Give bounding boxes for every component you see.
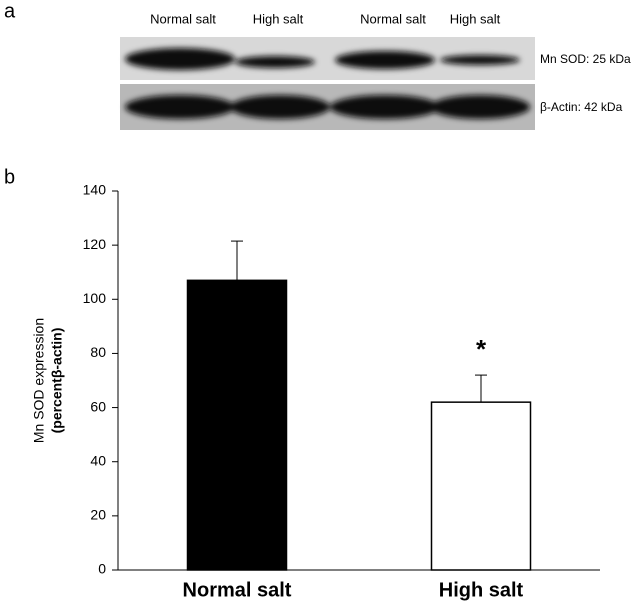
y-tick-label: 80 bbox=[90, 344, 106, 360]
annotation: * bbox=[476, 334, 487, 364]
panel-label: b bbox=[4, 166, 15, 188]
y-tick-label: 40 bbox=[90, 452, 106, 468]
y-axis-label: (percentβ-actin) bbox=[49, 328, 65, 434]
y-tick-label: 100 bbox=[83, 290, 107, 306]
bar bbox=[186, 279, 288, 571]
y-tick-label: 0 bbox=[98, 561, 106, 577]
bar bbox=[430, 401, 532, 571]
x-tick-label: Normal salt bbox=[183, 579, 292, 601]
lane-label: High salt bbox=[253, 11, 304, 26]
panel-label: a bbox=[4, 0, 16, 22]
lane-label: High salt bbox=[450, 11, 501, 26]
y-axis-label: Mn SOD expression bbox=[31, 318, 47, 443]
lane-label: Normal salt bbox=[150, 11, 216, 26]
y-tick-label: 20 bbox=[90, 507, 106, 523]
band-label: β-Actin: 42 kDa bbox=[540, 100, 623, 114]
blot bbox=[120, 37, 535, 130]
y-tick-label: 140 bbox=[83, 182, 107, 198]
lane-label: Normal salt bbox=[360, 11, 426, 26]
band-label: Mn SOD: 25 kDa bbox=[540, 52, 631, 66]
y-tick-label: 60 bbox=[90, 398, 106, 414]
x-tick-label: High salt bbox=[439, 579, 524, 601]
y-tick-label: 120 bbox=[83, 236, 107, 252]
